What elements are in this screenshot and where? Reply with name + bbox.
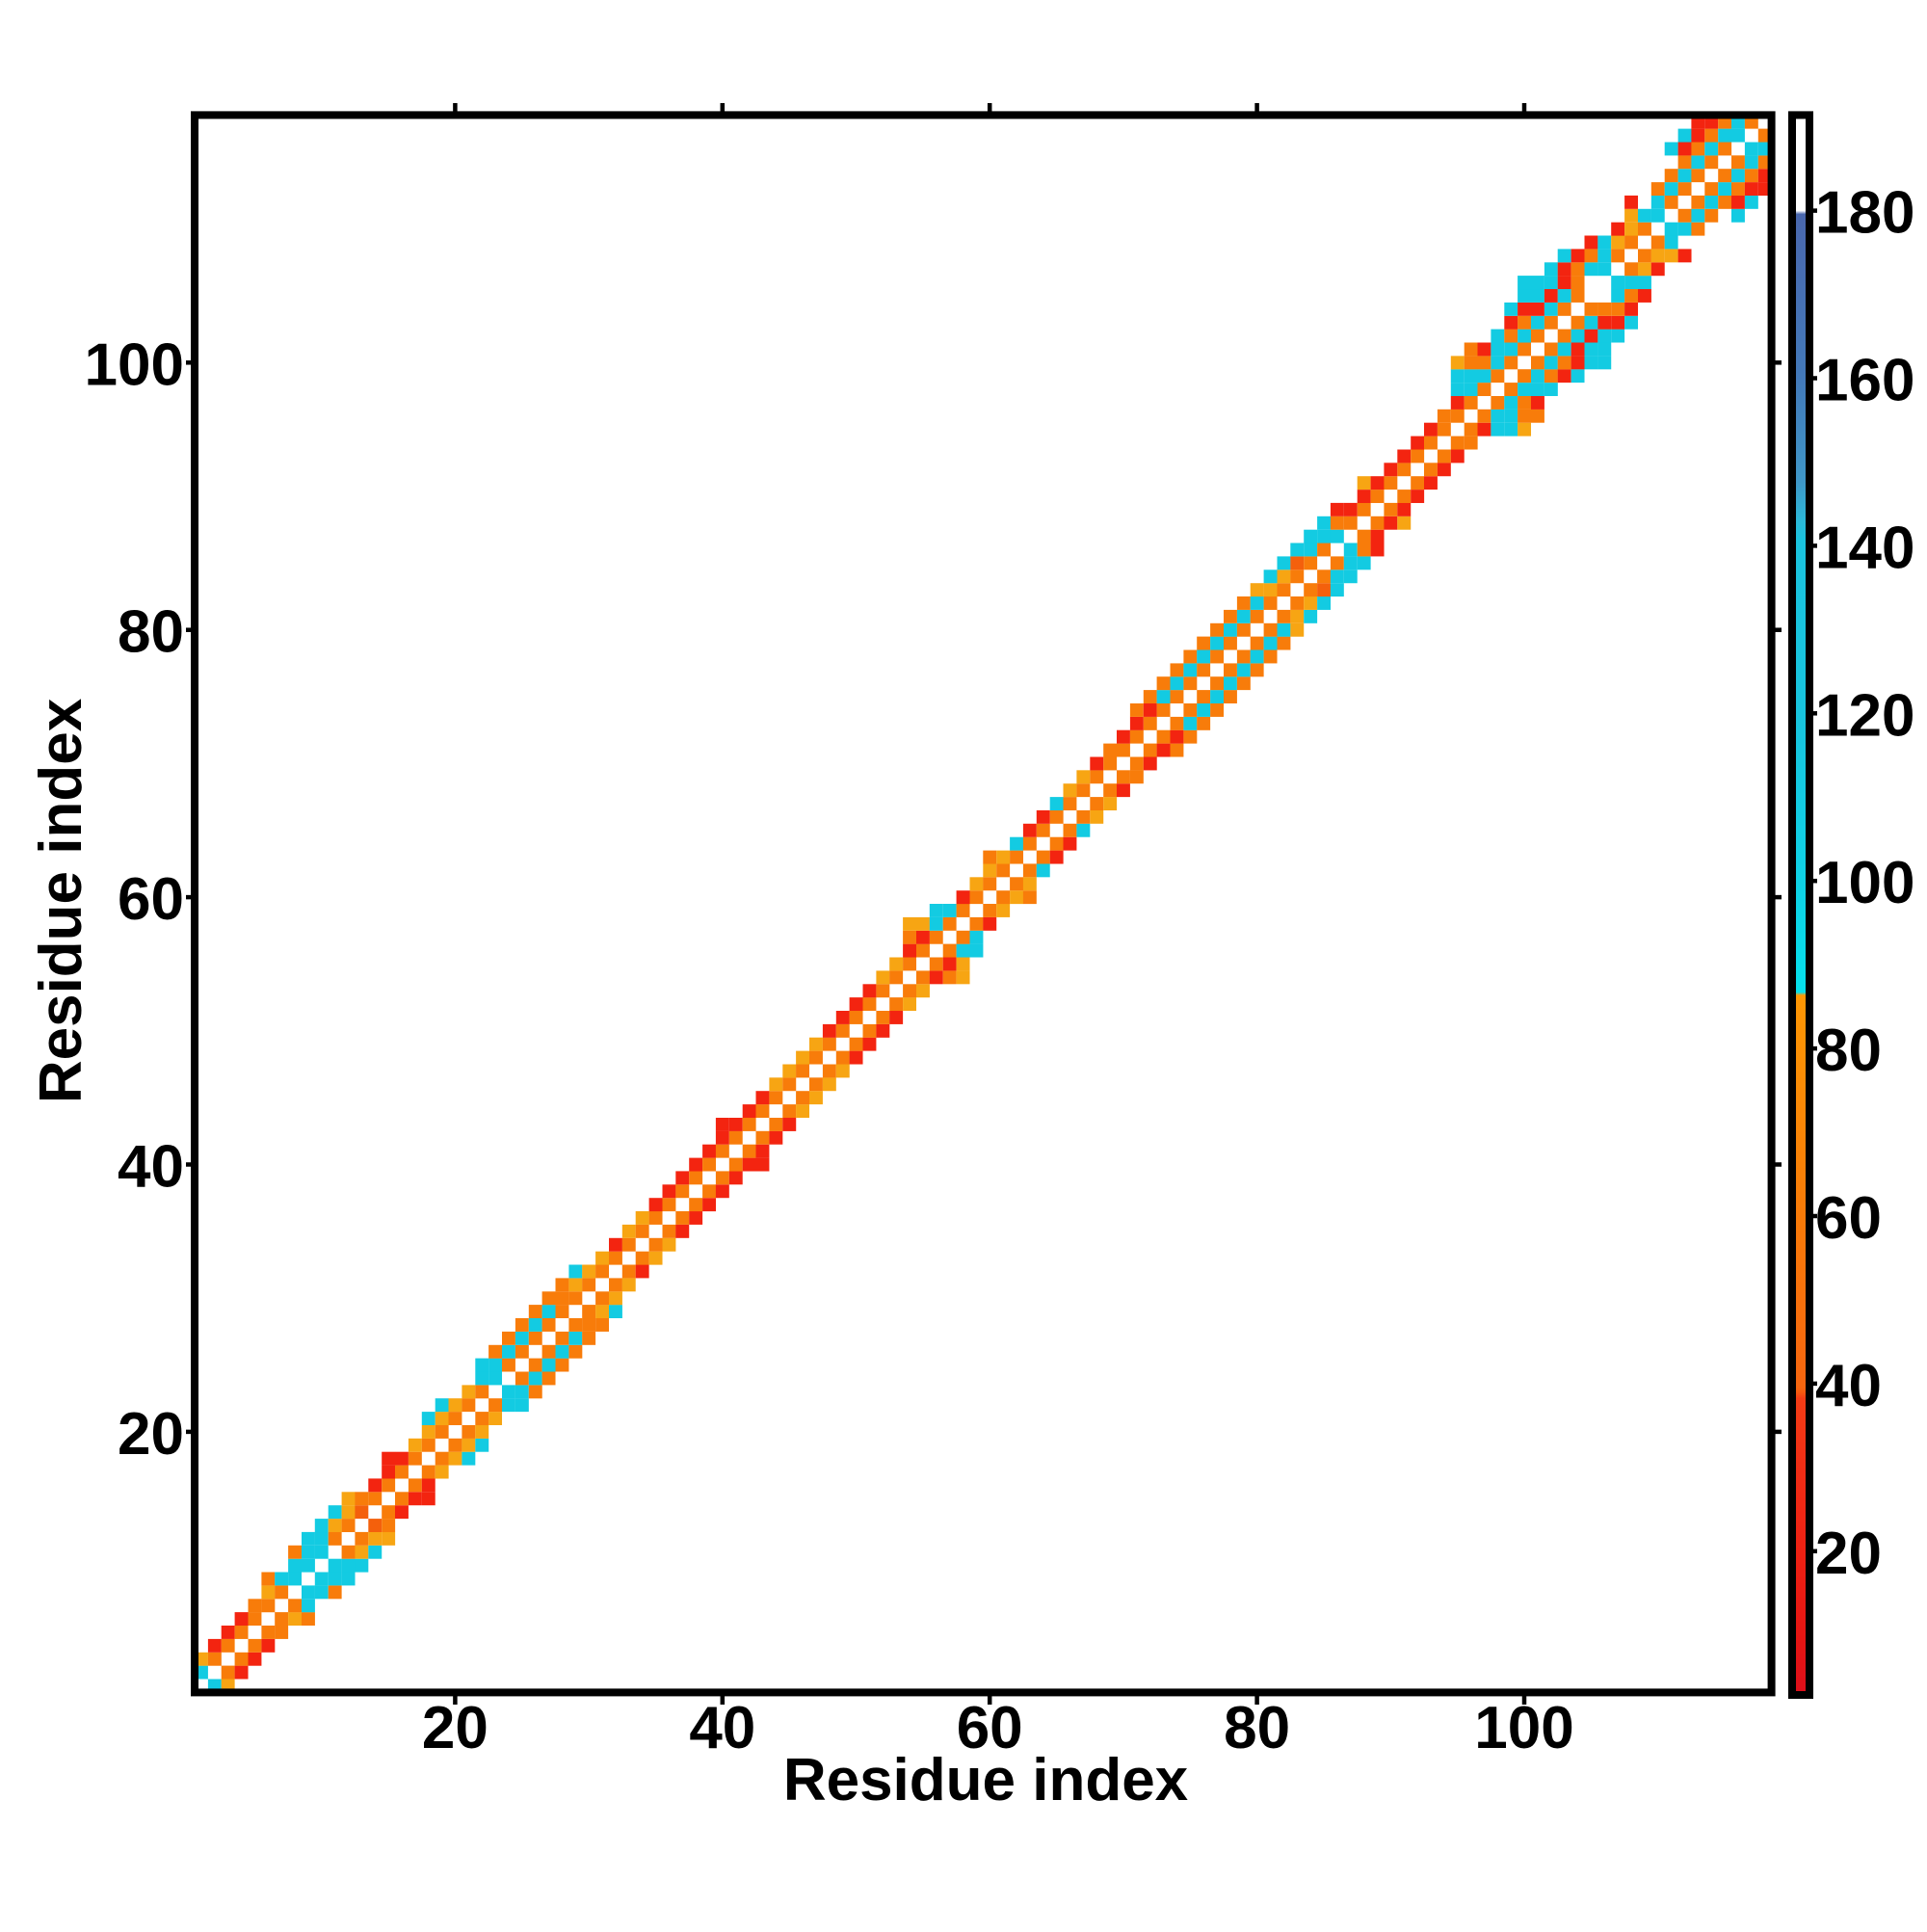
svg-text:80: 80: [1815, 1018, 1882, 1084]
svg-text:60: 60: [118, 866, 184, 933]
svg-text:40: 40: [118, 1134, 184, 1201]
svg-text:180: 180: [1815, 180, 1914, 247]
svg-text:100: 100: [1815, 850, 1914, 916]
svg-text:Residue index: Residue index: [783, 1747, 1189, 1813]
svg-text:60: 60: [957, 1695, 1023, 1761]
svg-text:Residue index: Residue index: [28, 698, 94, 1103]
svg-text:100: 100: [1474, 1695, 1573, 1761]
svg-text:120: 120: [1815, 682, 1914, 749]
svg-text:20: 20: [118, 1401, 184, 1468]
svg-text:40: 40: [1815, 1353, 1882, 1419]
svg-text:40: 40: [689, 1695, 755, 1761]
svg-text:80: 80: [118, 599, 184, 666]
svg-text:160: 160: [1815, 348, 1914, 414]
svg-text:20: 20: [1815, 1521, 1882, 1587]
svg-text:60: 60: [1815, 1185, 1882, 1252]
svg-text:140: 140: [1815, 515, 1914, 581]
svg-text:100: 100: [85, 331, 184, 398]
svg-text:80: 80: [1224, 1695, 1290, 1761]
svg-text:20: 20: [422, 1695, 488, 1761]
